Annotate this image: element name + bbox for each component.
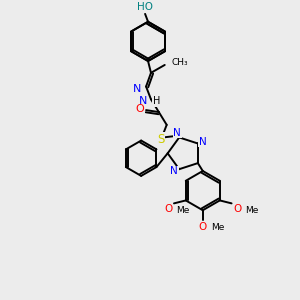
Text: Me: Me xyxy=(176,206,189,215)
Text: Me: Me xyxy=(211,224,224,232)
Text: O: O xyxy=(199,222,207,232)
Text: N: N xyxy=(170,166,178,176)
Text: O: O xyxy=(136,104,145,114)
Text: CH₃: CH₃ xyxy=(172,58,188,68)
Text: N: N xyxy=(173,128,181,137)
Text: N: N xyxy=(199,136,207,146)
Text: Me: Me xyxy=(245,206,259,215)
Text: N: N xyxy=(139,96,147,106)
Text: H: H xyxy=(153,96,160,106)
Text: S: S xyxy=(157,133,164,146)
Text: O: O xyxy=(233,204,242,214)
Text: HO: HO xyxy=(137,2,153,12)
Text: O: O xyxy=(164,204,172,214)
Text: N: N xyxy=(133,83,141,94)
